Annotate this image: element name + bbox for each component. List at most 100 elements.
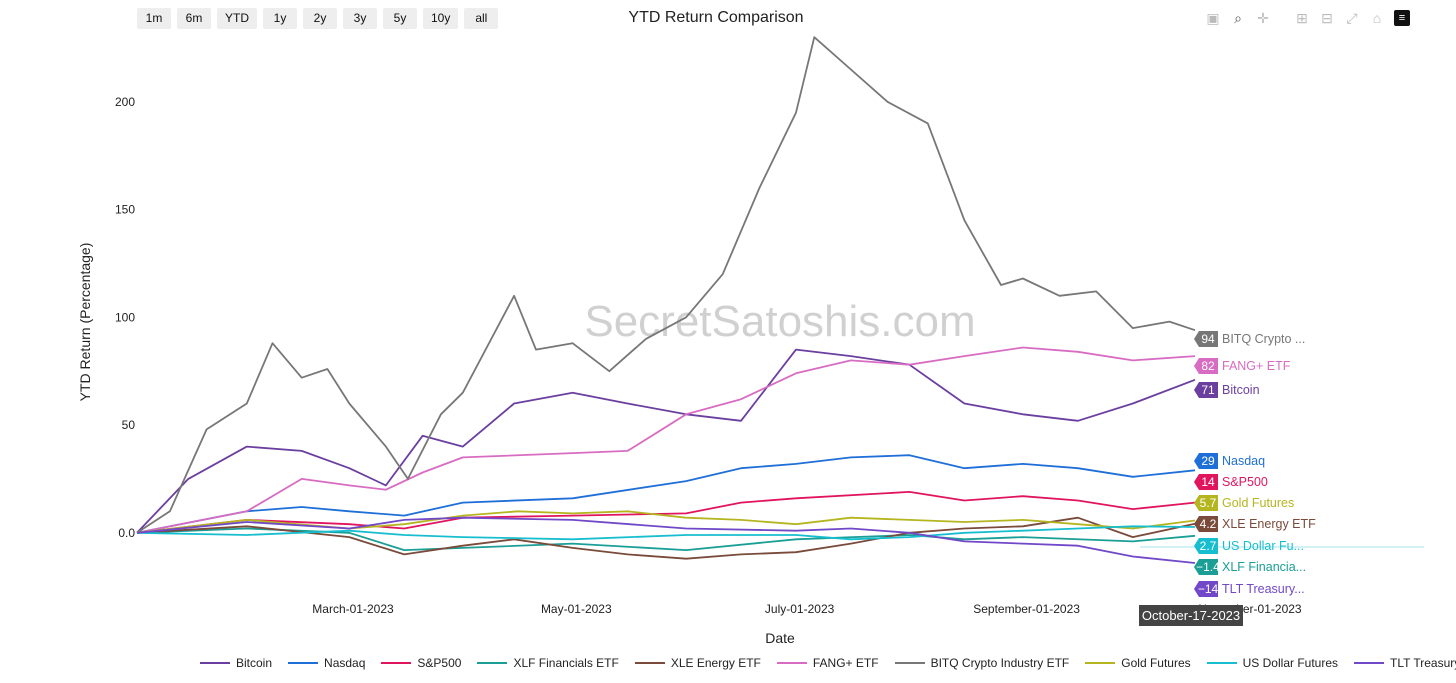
legend-item-3[interactable]: XLF Financials ETF	[477, 656, 619, 670]
legend-swatch	[1354, 662, 1385, 664]
end-series-name: Gold Futures	[1222, 496, 1294, 510]
series-lines	[136, 36, 1196, 564]
legend-label: TLT Treasury Bond ETF	[1390, 656, 1456, 670]
series-line-4	[136, 516, 1196, 560]
range-button-1m[interactable]: 1m	[137, 8, 171, 29]
range-button-ytd[interactable]: YTD	[217, 8, 257, 29]
end-label-9: −14 TLT Treasury...	[1194, 581, 1305, 597]
y-axis: 0.0 50 100 150 200	[115, 95, 135, 540]
legend-swatch	[381, 662, 412, 664]
range-button-all[interactable]: all	[464, 8, 499, 29]
range-button-2y[interactable]: 2y	[303, 8, 337, 29]
end-value: −14	[1198, 582, 1219, 596]
end-series-name: TLT Treasury...	[1222, 582, 1305, 596]
legend-label: Bitcoin	[236, 656, 273, 670]
end-value: 29	[1201, 454, 1215, 468]
end-value: 94	[1201, 332, 1215, 346]
end-label-7: 5.7 Gold Futures	[1194, 495, 1294, 511]
range-button-1y[interactable]: 1y	[263, 8, 297, 29]
end-label-2: 14 S&P500	[1194, 474, 1268, 490]
legend-label: XLE Energy ETF	[670, 656, 761, 670]
plotly-logo-icon[interactable]: ≡	[1394, 10, 1410, 26]
range-button-3y[interactable]: 3y	[343, 8, 377, 29]
y-axis-title: YTD Return (Percentage)	[77, 243, 93, 402]
legend-swatch	[477, 662, 508, 664]
legend-label: US Dollar Futures	[1242, 656, 1339, 670]
legend-label: XLF Financials ETF	[513, 656, 619, 670]
end-series-name: XLF Financia...	[1222, 560, 1306, 574]
end-value: 82	[1201, 359, 1215, 373]
end-value: 4.2	[1200, 517, 1217, 531]
y-tick-label: 150	[115, 203, 135, 217]
zoom-in-icon[interactable]: ⊞	[1296, 10, 1308, 26]
zoom-icon[interactable]: ⌕	[1234, 10, 1242, 26]
end-label-4: 4.2 XLE Energy ETF	[1194, 516, 1316, 532]
legend-item-0[interactable]: Bitcoin	[200, 656, 272, 670]
chart-title: YTD Return Comparison	[628, 9, 803, 26]
hover-date-text: October-17-2023	[1142, 608, 1240, 623]
range-button-6m[interactable]: 6m	[177, 8, 211, 29]
legend-item-6[interactable]: BITQ Crypto Industry ETF	[894, 656, 1070, 670]
legend-swatch	[288, 662, 319, 664]
end-label-3: −1.4 XLF Financia...	[1194, 559, 1306, 575]
legend-item-4[interactable]: XLE Energy ETF	[634, 656, 761, 670]
end-label-1: 29 Nasdaq	[1194, 453, 1265, 469]
series-line-5	[136, 346, 1196, 534]
range-selector: 1m 6m YTD 1y 2y 3y 5y 10y all	[137, 8, 499, 29]
camera-icon[interactable]: ▣	[1206, 10, 1220, 26]
y-tick-label: 100	[115, 310, 135, 324]
legend-item-1[interactable]: Nasdaq	[288, 656, 365, 670]
pan-icon[interactable]: ✛	[1257, 10, 1269, 26]
series-line-6	[136, 36, 1196, 534]
legend-item-8[interactable]: US Dollar Futures	[1206, 656, 1339, 670]
end-value: 2.7	[1200, 539, 1217, 553]
range-button-5y[interactable]: 5y	[383, 8, 417, 29]
legend-label: FANG+ ETF	[812, 656, 879, 670]
zoom-out-icon[interactable]: ⊟	[1321, 10, 1333, 26]
series-line-8	[136, 525, 1196, 541]
x-axis-title: Date	[765, 630, 795, 646]
legend-label: BITQ Crypto Industry ETF	[930, 656, 1070, 670]
legend-swatch	[776, 662, 807, 664]
autoscale-icon[interactable]: ⤢	[1346, 10, 1358, 26]
x-tick-label: March-01-2023	[312, 602, 394, 616]
end-series-name: S&P500	[1222, 475, 1268, 489]
end-series-name: BITQ Crypto ...	[1222, 332, 1305, 346]
end-series-name: Bitcoin	[1222, 383, 1260, 397]
legend-label: S&P500	[417, 656, 462, 670]
end-value: 71	[1201, 383, 1215, 397]
end-label-0: 71 Bitcoin	[1194, 382, 1260, 398]
legend-item-2[interactable]: S&P500	[381, 656, 461, 670]
end-series-name: US Dollar Fu...	[1222, 539, 1304, 553]
series-line-0	[136, 348, 1196, 534]
legend-label: Gold Futures	[1121, 656, 1191, 670]
range-button-10y[interactable]: 10y	[423, 8, 459, 29]
end-value: −1.4	[1196, 560, 1220, 574]
y-tick-label: 50	[122, 418, 136, 432]
series-line-1	[136, 454, 1196, 534]
legend-swatch	[1206, 662, 1237, 664]
end-label-5: 82 FANG+ ETF	[1194, 358, 1291, 374]
y-tick-label: 0.0	[118, 526, 135, 540]
legend-swatch	[1085, 662, 1116, 664]
watermark: SecretSatoshis.com	[584, 297, 975, 346]
end-label-6: 94 BITQ Crypto ...	[1194, 331, 1305, 347]
end-series-name: Nasdaq	[1222, 454, 1265, 468]
legend-item-5[interactable]: FANG+ ETF	[776, 656, 879, 670]
legend-item-9[interactable]: TLT Treasury Bond ETF	[1354, 656, 1456, 670]
end-value: 5.7	[1200, 496, 1217, 510]
legend-swatch	[634, 662, 665, 664]
legend-item-7[interactable]: Gold Futures	[1085, 656, 1191, 670]
x-tick-label: September-01-2023	[973, 602, 1080, 616]
end-series-name: XLE Energy ETF	[1222, 517, 1316, 531]
y-tick-label: 200	[115, 95, 135, 109]
end-label-8: 2.7 US Dollar Fu...	[1194, 538, 1304, 554]
legend: Bitcoin Nasdaq S&P500 XLF Financials ETF XLE…	[200, 656, 1456, 670]
reset-axes-icon[interactable]: ⌂	[1372, 10, 1382, 26]
legend-swatch	[200, 662, 230, 664]
legend-swatch	[894, 662, 925, 664]
legend-label: Nasdaq	[324, 656, 366, 670]
series-line-9	[136, 516, 1196, 564]
chart-modebar: ▣ ⌕ ✛ ⊞ ⊟ ⤢ ⌂ ≡	[1205, 10, 1410, 26]
